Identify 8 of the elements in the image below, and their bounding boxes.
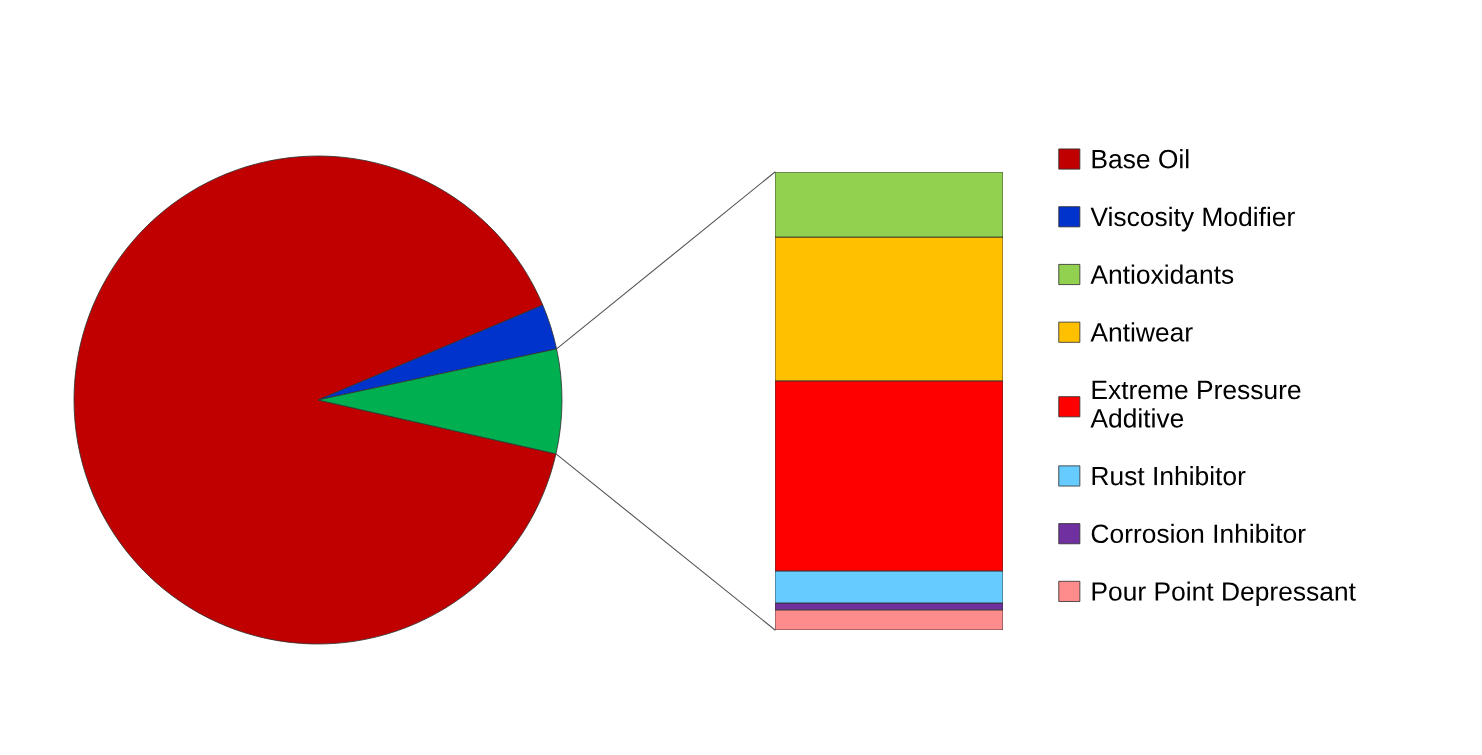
legend-label: Pour Point Depressant (1092, 581, 1356, 607)
legend-label: Corrosion Inhibitor (1091, 523, 1306, 544)
legend-label: Antiwear (1090, 322, 1193, 342)
legend-label: Rust Inhibitor (1092, 466, 1246, 486)
legend-label: Base Oil (1092, 149, 1189, 169)
legend-label: Extreme Pressure Additive (1090, 380, 1301, 428)
legend-label: Antioxidants (1090, 264, 1234, 284)
legend-label: Viscosity Modifier (1090, 206, 1295, 232)
